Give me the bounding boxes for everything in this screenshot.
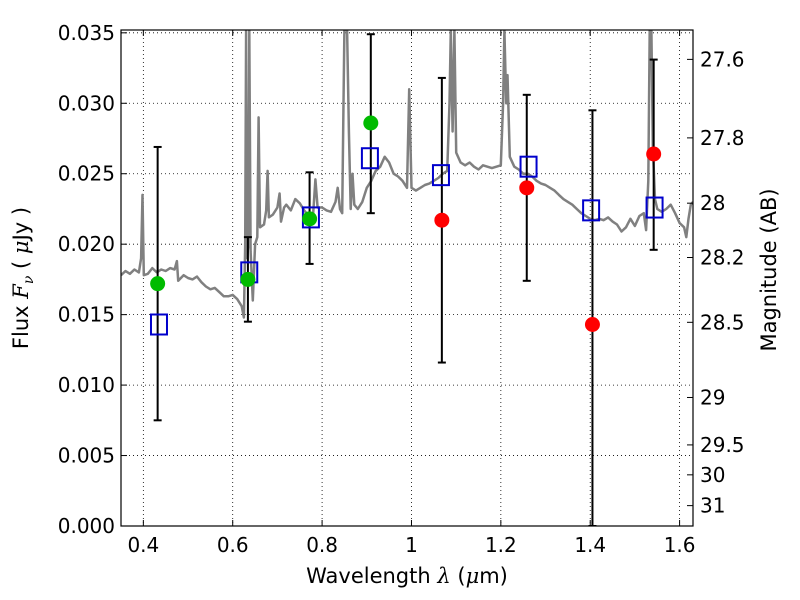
model-square-marker: [645, 196, 664, 219]
model-square-marker: [431, 164, 450, 187]
y-axis-label-unit-mu: μ: [9, 240, 33, 254]
x-axis-label-symbol: λ: [436, 564, 450, 588]
y2-tick-label: 28.2: [700, 245, 745, 269]
y2-tick-label: 27.6: [700, 47, 745, 71]
y2-axis-label: Magnitude (AB): [757, 188, 781, 351]
y2-tick-label: 29: [700, 385, 725, 409]
y2-tick-label: 31: [700, 494, 725, 518]
model-square-marker: [582, 199, 601, 222]
x-tick-label: 0.6: [217, 533, 249, 557]
observed-circle-marker: [150, 276, 166, 292]
y-axis-label-sub: ν: [21, 275, 37, 284]
model-square-marker: [519, 155, 538, 178]
y-tick-label: 0.025: [58, 162, 115, 186]
x-tick-label: 0.4: [127, 533, 159, 557]
y-axis-label-unit-rest: Jy ): [9, 207, 33, 243]
y-tick-label: 0.005: [58, 444, 115, 468]
x-axis-label-unit-mu: μ: [466, 564, 480, 588]
x-axis-label-unit-open: (: [451, 564, 466, 588]
observed-circle-marker: [434, 212, 450, 228]
y2-tick-label: 27.8: [700, 126, 745, 150]
x-tick-label: 1.6: [664, 533, 696, 557]
data-markers: [149, 33, 664, 526]
model-square-marker: [149, 313, 168, 336]
y-tick-label: 0.000: [58, 514, 115, 538]
y2-tick-label: 29.5: [700, 433, 745, 457]
x-tick-label: 0.8: [306, 533, 338, 557]
x-axis-ticks: 0.4 0.6 0.8 1 1.2 1.4 1.6: [127, 30, 696, 557]
y2-axis-ticks: 27.6 27.8 28 28.2 28.5 29 29.5 30 31: [687, 47, 745, 518]
observed-circle-marker: [363, 115, 379, 131]
observed-circle-marker: [646, 146, 662, 162]
observed-circle-marker: [584, 317, 600, 332]
y-tick-label: 0.035: [58, 21, 115, 45]
x-axis-label-unit-rest: m): [479, 564, 508, 588]
x-tick-label: 1.2: [485, 533, 517, 557]
y-tick-label: 0.015: [58, 303, 115, 327]
y-axis-label: Flux Fν ( μJy ): [9, 207, 37, 349]
observed-circle-marker: [240, 271, 256, 287]
y-axis-ticks: 0.000 0.005 0.010 0.015 0.020 0.025 0.030 0.035: [58, 21, 127, 538]
x-tick-label: 1.4: [574, 533, 606, 557]
x-tick-label: 1: [405, 533, 418, 557]
y-axis-label-text: Flux: [9, 305, 33, 349]
y-tick-label: 0.030: [58, 91, 115, 115]
x-axis-label-text: Wavelength: [306, 564, 431, 588]
x-axis-label: Wavelength λ (μm): [306, 564, 508, 588]
y2-tick-label: 30: [700, 463, 725, 487]
observed-circle-marker: [302, 211, 318, 227]
y-axis-label-unit-open: (: [9, 254, 33, 269]
grid-lines: [121, 30, 693, 526]
y-tick-label: 0.020: [58, 232, 115, 256]
y2-tick-label: 28.5: [700, 310, 745, 334]
observed-circle-marker: [519, 180, 535, 196]
plot-frame: [120, 29, 694, 527]
y-tick-label: 0.010: [58, 373, 115, 397]
y-axis-label-symbol: F: [9, 283, 33, 300]
y2-tick-label: 28: [700, 191, 725, 215]
model-square-marker: [360, 147, 379, 170]
